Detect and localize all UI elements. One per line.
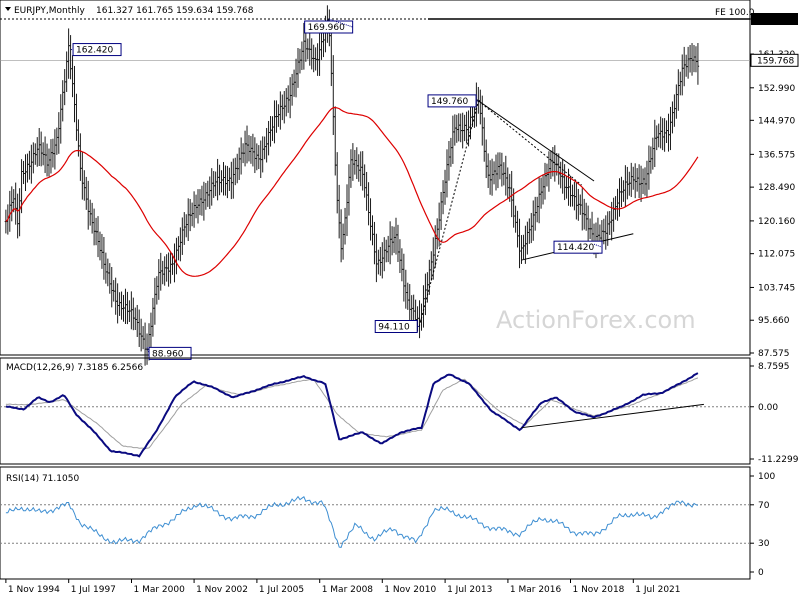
chart-symbol-title: EURJPY,Monthly bbox=[14, 6, 85, 16]
annotation-label: 149.760 bbox=[431, 97, 468, 107]
rsi-line bbox=[5, 495, 699, 548]
fe-value-tag-label: 169.960 bbox=[757, 15, 794, 25]
rsi-tick-label: 30 bbox=[758, 539, 770, 549]
time-tick-label: 1 Mar 2008 bbox=[322, 585, 374, 595]
time-tick-label: 1 Jul 2013 bbox=[447, 585, 492, 595]
macd-label: MACD(12,26,9) 7.3185 6.2566 bbox=[6, 363, 143, 373]
annotation-box bbox=[72, 43, 122, 57]
rsi-label: RSI(14) 71.1050 bbox=[6, 474, 79, 484]
fibo-projection-line bbox=[418, 100, 479, 327]
time-tick-label: 1 Jul 2021 bbox=[635, 585, 680, 595]
macd-lines bbox=[5, 372, 704, 458]
time-tick-label: 1 Nov 2010 bbox=[384, 585, 436, 595]
price-tick-label: 87.575 bbox=[758, 349, 790, 359]
macd-pane bbox=[0, 357, 751, 465]
price-axis: 169.960161.320152.990144.970136.575128.4… bbox=[750, 13, 799, 359]
price-bars bbox=[4, 5, 700, 366]
time-tick-label: 1 Jul 2005 bbox=[259, 585, 304, 595]
annotation-label: 114.420 bbox=[557, 243, 594, 253]
chart-ohlc-values: 161.327 161.765 159.634 159.768 bbox=[96, 6, 254, 16]
annotation-leader bbox=[328, 18, 353, 28]
moving-average-line bbox=[5, 106, 699, 277]
annotation-box bbox=[304, 20, 354, 34]
time-tick-label: 1 Mar 2016 bbox=[510, 585, 562, 595]
price-tick-label: 112.075 bbox=[758, 250, 795, 260]
rsi-tick-label: 100 bbox=[758, 472, 775, 482]
macd-tick-label: 0.00 bbox=[758, 403, 778, 413]
trendline bbox=[478, 100, 595, 182]
annotation-label: 88.960 bbox=[152, 349, 184, 359]
time-axis: 1 Nov 1994 1 Jul 1997 1 Mar 2000 1 Nov 2002… bbox=[5, 579, 681, 595]
price-tick-label: 103.745 bbox=[758, 283, 795, 293]
price-pane bbox=[0, 0, 751, 356]
price-tick-label: 152.990 bbox=[758, 84, 795, 94]
annotation-box bbox=[374, 320, 418, 334]
annotation-leader bbox=[593, 243, 603, 248]
rsi-levels bbox=[0, 504, 750, 544]
moving-average bbox=[5, 106, 699, 277]
time-tick-label: 1 Jul 1997 bbox=[71, 585, 116, 595]
rsi-axis: 100 70 30 0 bbox=[750, 472, 775, 578]
macd-tick-label: 8.7595 bbox=[758, 362, 790, 372]
macd-main-line bbox=[5, 372, 699, 458]
price-gridlines: FE 100.0 bbox=[0, 8, 755, 61]
time-tick-label: 1 Nov 1994 bbox=[8, 585, 60, 595]
price-tick-label: 128.490 bbox=[758, 183, 795, 193]
price-tick-label: 144.970 bbox=[758, 116, 795, 126]
price-tick-label: 136.575 bbox=[758, 150, 795, 160]
annotation-label: 169.960 bbox=[308, 23, 345, 33]
time-tick-label: 1 Nov 2002 bbox=[196, 585, 248, 595]
macd-trendline bbox=[521, 403, 704, 429]
annotation-label: 94.110 bbox=[378, 323, 410, 333]
macd-tick-label: -11.2299 bbox=[758, 455, 799, 465]
fe-label: FE 100.0 bbox=[715, 8, 755, 18]
time-tick-label: 1 Mar 2000 bbox=[134, 585, 186, 595]
current-price-tag-label: 159.768 bbox=[757, 56, 794, 66]
macd-axis: 8.7595 0.00 -11.2299 bbox=[750, 362, 799, 465]
rsi-tick-label: 0 bbox=[758, 568, 764, 578]
rsi-tick-label: 70 bbox=[758, 501, 770, 511]
price-annotations: 162.420 169.960 149.760 88.960 94.110 114.420 bbox=[71, 18, 603, 360]
annotation-label: 162.420 bbox=[76, 46, 113, 56]
rsi-line bbox=[5, 495, 699, 548]
rsi-pane bbox=[0, 466, 751, 580]
watermark: ActionForex.com bbox=[496, 306, 696, 334]
macd-signal-line bbox=[5, 377, 699, 450]
price-tick-label: 95.660 bbox=[758, 316, 790, 326]
symbol-dropdown-icon[interactable] bbox=[5, 7, 11, 11]
current-price-tag bbox=[750, 53, 799, 67]
fe-value-tag bbox=[751, 13, 798, 25]
annotation-box bbox=[427, 94, 477, 108]
price-tick-label: 120.160 bbox=[758, 217, 795, 227]
time-tick-label: 1 Nov 2018 bbox=[572, 585, 624, 595]
